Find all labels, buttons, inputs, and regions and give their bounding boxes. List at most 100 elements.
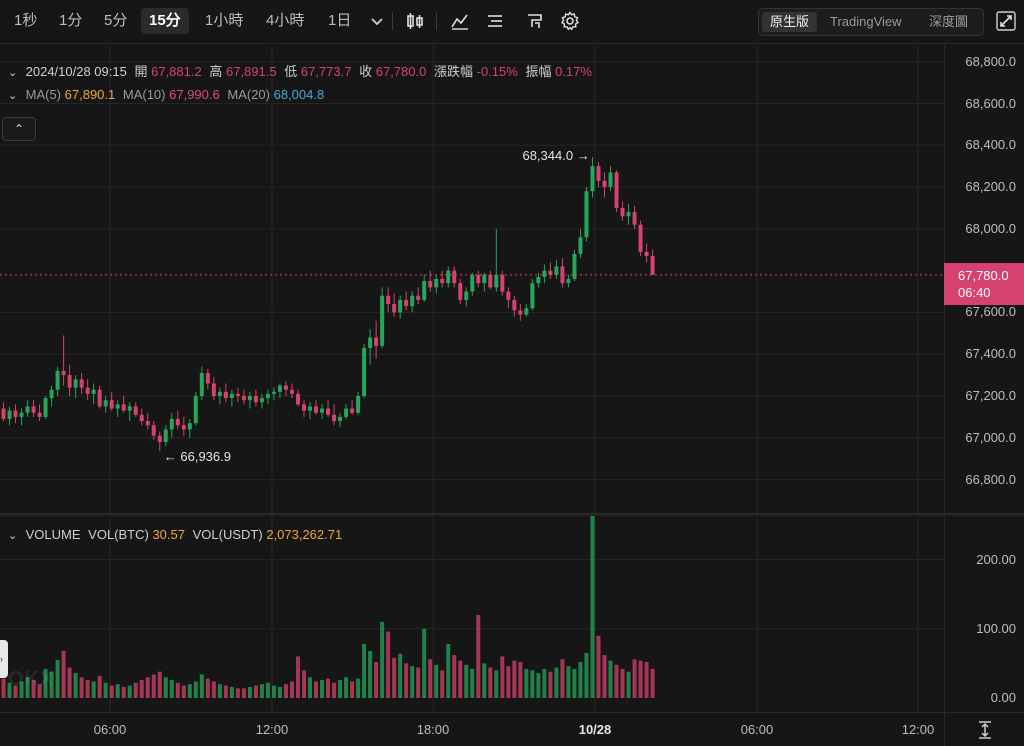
- volume-bar: [542, 668, 547, 698]
- candle: [530, 279, 535, 311]
- candle-body: [61, 370, 66, 376]
- candle-body: [362, 347, 367, 396]
- candle: [181, 416, 186, 436]
- candle-body: [380, 295, 385, 346]
- auto-fit-icon: [979, 721, 991, 739]
- pane-divider[interactable]: [0, 513, 1024, 516]
- candle-body: [145, 421, 150, 426]
- candle-body: [139, 414, 144, 422]
- view-tab[interactable]: 深度圖: [929, 14, 969, 29]
- candle-body: [422, 281, 427, 300]
- timeframe-tab[interactable]: 1秒: [14, 12, 38, 29]
- candle: [253, 389, 258, 407]
- collapse-legend-button[interactable]: ⌃: [2, 117, 36, 141]
- volume-bar: [43, 668, 48, 698]
- candle-body: [67, 375, 72, 388]
- timeframe-tab[interactable]: 1日: [328, 12, 352, 29]
- candle-body: [37, 412, 42, 417]
- candle-body: [277, 385, 282, 392]
- candle: [506, 287, 511, 309]
- candle-body: [344, 408, 349, 417]
- candle: [572, 249, 577, 282]
- candle-body: [241, 396, 246, 401]
- candle: [650, 249, 655, 275]
- timeframe-tab[interactable]: 5分: [104, 12, 128, 29]
- chevron-down-icon[interactable]: [366, 10, 388, 32]
- candle-body: [416, 295, 421, 300]
- candle-body: [302, 404, 306, 411]
- candle-body: [43, 398, 48, 417]
- change-value: -0.15%: [476, 64, 518, 79]
- candle: [398, 295, 403, 319]
- candle: [464, 287, 469, 307]
- ohlc-legend: ⌄ 2024/10/28 09:15 開 67,881.2 高 67,891.5…: [8, 61, 596, 80]
- volume-bar: [446, 644, 451, 698]
- volume-bar: [181, 685, 186, 698]
- candle-body: [103, 400, 108, 407]
- chevron-down-icon[interactable]: ⌄: [8, 530, 18, 542]
- auto-scale-toggle[interactable]: [944, 712, 1024, 746]
- candle: [265, 389, 270, 405]
- candle-body: [314, 406, 319, 413]
- timeframe-tab[interactable]: 4小時: [266, 12, 305, 29]
- candlestick-plot[interactable]: [0, 45, 944, 513]
- volume-bar: [524, 668, 529, 698]
- volume-bar: [398, 653, 403, 698]
- candlestick-type-icon[interactable]: [404, 10, 426, 32]
- candle: [518, 304, 523, 321]
- timeframe-tab[interactable]: 15分: [141, 8, 189, 34]
- candle-body: [91, 389, 96, 394]
- timeframe-tab[interactable]: 1小時: [205, 12, 244, 29]
- drawing-tools-icon[interactable]: [484, 10, 506, 32]
- chevron-down-icon[interactable]: ⌄: [8, 90, 18, 102]
- candle: [428, 270, 433, 292]
- candle-body: [259, 398, 264, 403]
- high-annotation: 68,344.0 →: [522, 148, 589, 163]
- candle: [452, 266, 457, 288]
- volume-bar: [434, 664, 439, 698]
- volume-bar: [644, 662, 649, 698]
- volume-bar: [302, 670, 306, 698]
- candle: [175, 410, 180, 430]
- time-tick-label: 18:00: [416, 722, 450, 737]
- view-tab[interactable]: 原生版: [762, 12, 818, 32]
- candle: [410, 291, 415, 313]
- side-panel-handle[interactable]: ›: [0, 640, 8, 678]
- candle: [344, 404, 349, 419]
- volume-bar: [572, 668, 577, 698]
- volume-bar: [253, 685, 258, 698]
- candle-body: [127, 406, 132, 411]
- volume-bar: [650, 668, 655, 698]
- time-axis[interactable]: 06:00 12:00 18:00 10/28 06:00 12:00: [0, 712, 944, 746]
- candle: [494, 228, 499, 292]
- indicators-icon[interactable]: [449, 10, 471, 32]
- candle: [43, 396, 48, 419]
- volume-chart[interactable]: [0, 516, 944, 712]
- volume-bar: [163, 677, 168, 698]
- candle: [356, 391, 361, 415]
- price-tick-label: 68,200.0: [965, 179, 1016, 195]
- volume-plot[interactable]: [0, 516, 944, 712]
- volume-bar: [578, 662, 583, 698]
- volume-bar: [277, 686, 282, 698]
- vol-btc-value: 30.57: [152, 527, 185, 542]
- chevron-down-icon[interactable]: ⌄: [8, 67, 18, 79]
- volume-bar: [530, 670, 535, 698]
- settings-icon[interactable]: [559, 10, 581, 32]
- volume-bar: [247, 686, 252, 698]
- view-tab[interactable]: TradingView: [830, 14, 902, 29]
- volume-tick-label: 200.00: [976, 551, 1016, 567]
- price-axis[interactable]: 68,800.0 68,600.0 68,400.0 68,200.0 68,000.0…: [944, 45, 1024, 513]
- volume-bar: [440, 670, 445, 698]
- layout-icon[interactable]: [524, 10, 546, 32]
- timeframe-tab[interactable]: 1分: [59, 12, 83, 29]
- candle: [548, 262, 553, 279]
- volume-bar: [602, 655, 607, 698]
- candle: [295, 389, 300, 407]
- candle-body: [506, 291, 511, 300]
- fullscreen-icon[interactable]: [995, 10, 1017, 32]
- volume-bar: [620, 668, 625, 698]
- volume-axis[interactable]: 200.00 100.00 0.00: [944, 516, 1024, 712]
- volume-bar: [217, 684, 222, 698]
- price-chart[interactable]: [0, 45, 944, 513]
